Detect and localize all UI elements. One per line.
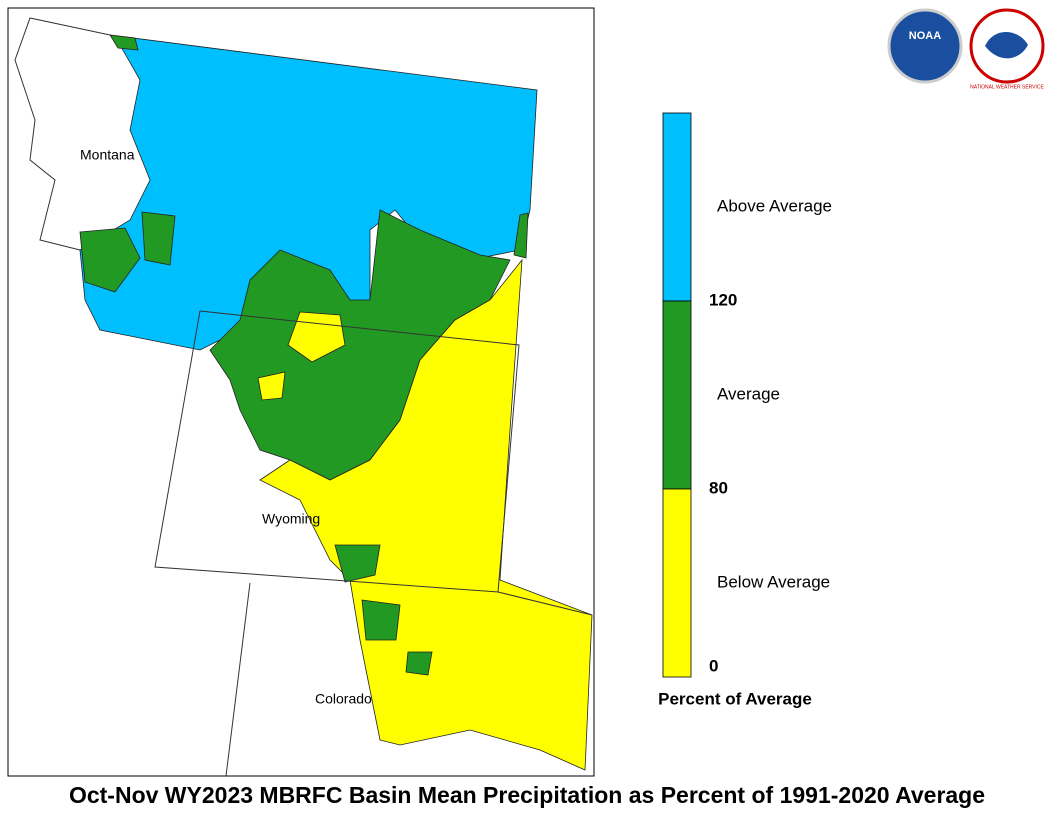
legend-title: Percent of Average <box>658 689 812 708</box>
title: Oct-Nov WY2023 MBRFC Basin Mean Precipit… <box>69 782 985 808</box>
noaa-logo <box>887 8 963 84</box>
average-basin <box>334 544 381 583</box>
colorado-border <box>225 582 593 777</box>
legend-break: 0 <box>709 656 718 675</box>
average-basin <box>405 651 433 676</box>
legend-swatch <box>662 300 692 490</box>
average-basin <box>361 599 401 641</box>
average-basin <box>141 211 176 266</box>
average-basin <box>109 34 139 51</box>
average-basin <box>79 227 141 293</box>
logos: NOAA NATIONAL WEATHER SERVICE <box>887 8 1045 90</box>
legend-swatch <box>662 112 692 302</box>
state-label: Wyoming <box>262 511 320 527</box>
legend-break: 120 <box>709 290 737 309</box>
below-average-basin <box>257 371 286 401</box>
average-basin <box>513 212 529 259</box>
legend-label: Average <box>717 384 780 403</box>
nws-logo-text: NATIONAL WEATHER SERVICE <box>970 84 1044 90</box>
legend-break: 80 <box>709 478 728 497</box>
legend-label: Below Average <box>717 572 830 591</box>
noaa-logo-text: NOAA <box>909 30 941 42</box>
legend-swatch <box>662 488 692 678</box>
legend-label: Above Average <box>717 196 832 215</box>
state-label: Colorado <box>315 691 372 707</box>
state-label: Montana <box>80 147 135 163</box>
nws-logo-art <box>985 31 1028 59</box>
legend: Percent of Average Above Average Average B… <box>658 112 832 708</box>
montana-border <box>14 17 111 251</box>
average-basins <box>209 209 511 481</box>
map: Montana Wyoming Colorado <box>14 17 593 777</box>
